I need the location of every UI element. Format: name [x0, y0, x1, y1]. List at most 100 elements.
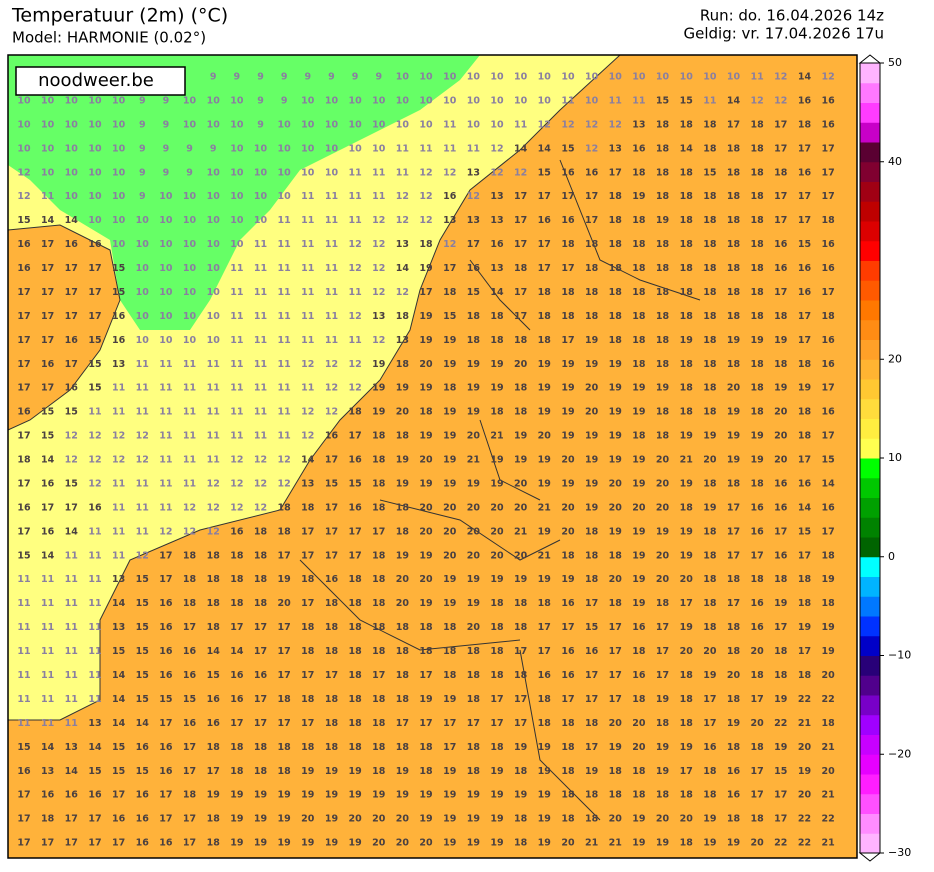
grid-value: 17: [561, 335, 574, 346]
grid-value: 19: [443, 478, 456, 489]
grid-value: 22: [821, 694, 834, 705]
grid-value: 17: [88, 311, 101, 322]
colorbar-step: [860, 142, 880, 163]
grid-value: 18: [632, 646, 646, 657]
grid-value: 19: [632, 383, 645, 394]
grid-value: 18: [703, 359, 717, 370]
grid-value: 19: [656, 766, 669, 777]
grid-value: 17: [538, 646, 551, 657]
grid-value: 18: [680, 191, 694, 202]
grid-value: 11: [65, 574, 78, 585]
grid-value: 10: [41, 167, 55, 178]
grid-value: 19: [278, 574, 291, 585]
grid-value: 18: [609, 215, 623, 226]
grid-value: 12: [348, 311, 361, 322]
grid-value: 11: [301, 335, 314, 346]
grid-value: 21: [490, 431, 503, 442]
grid-value: 18: [561, 742, 575, 753]
grid-value: 19: [490, 814, 503, 825]
grid-value: 19: [467, 574, 480, 585]
grid-value: 16: [17, 407, 31, 418]
grid-value: 11: [183, 407, 196, 418]
grid-value: 13: [112, 574, 125, 585]
grid-value: 17: [774, 287, 787, 298]
grid-value: 17: [538, 239, 551, 250]
grid-value: 17: [17, 790, 30, 801]
grid-value: 12: [301, 407, 314, 418]
grid-value: 17: [112, 838, 125, 849]
grid-value: 16: [703, 742, 717, 753]
grid-value: 19: [419, 694, 432, 705]
grid-value: 9: [257, 72, 264, 83]
grid-value: 18: [632, 694, 646, 705]
grid-value: 18: [751, 359, 765, 370]
grid-value: 19: [254, 814, 267, 825]
grid-value: 11: [41, 598, 54, 609]
grid-value: 16: [443, 191, 457, 202]
grid-value: 18: [751, 215, 765, 226]
grid-value: 13: [88, 718, 101, 729]
grid-value: 18: [41, 814, 55, 825]
grid-value: 18: [467, 311, 481, 322]
grid-value: 12: [372, 263, 385, 274]
grid-value: 16: [751, 622, 765, 633]
grid-value: 19: [680, 742, 693, 753]
grid-value: 19: [301, 838, 314, 849]
grid-value: 10: [538, 95, 552, 106]
grid-value: 18: [609, 550, 623, 561]
grid-value: 11: [88, 574, 101, 585]
grid-value: 18: [680, 263, 694, 274]
grid-value: 12: [112, 455, 125, 466]
colorbar-step: [860, 714, 880, 735]
grid-value: 11: [207, 359, 220, 370]
grid-value: 20: [348, 814, 362, 825]
grid-value: 14: [112, 718, 126, 729]
grid-value: 18: [561, 311, 575, 322]
colorbar-label: 50: [888, 56, 902, 69]
grid-value: 14: [65, 766, 79, 777]
grid-value: 18: [727, 574, 741, 585]
grid-value: 19: [443, 790, 456, 801]
grid-value: 20: [490, 526, 504, 537]
grid-value: 18: [396, 526, 410, 537]
grid-value: 10: [254, 215, 268, 226]
grid-value: 20: [561, 502, 575, 513]
grid-value: 14: [65, 526, 79, 537]
grid-value: 17: [88, 263, 101, 274]
grid-value: 19: [561, 574, 574, 585]
grid-value: 18: [538, 598, 552, 609]
grid-value: 17: [443, 718, 456, 729]
grid-value: 17: [514, 694, 527, 705]
grid-value: 17: [183, 838, 196, 849]
grid-value: 16: [632, 143, 646, 154]
colorbar-label: 20: [888, 352, 902, 365]
grid-value: 15: [65, 478, 78, 489]
grid-value: 10: [419, 95, 433, 106]
grid-value: 21: [821, 742, 834, 753]
grid-value: 19: [443, 574, 456, 585]
grid-value: 15: [703, 167, 716, 178]
grid-value: 16: [774, 478, 788, 489]
grid-value: 18: [538, 287, 552, 298]
grid-value: 17: [585, 694, 598, 705]
grid-value: 11: [159, 502, 172, 513]
grid-value: 18: [609, 239, 623, 250]
grid-value: 10: [490, 72, 504, 83]
grid-value: 10: [254, 143, 268, 154]
grid-value: 19: [561, 359, 574, 370]
grid-value: 19: [278, 814, 291, 825]
grid-value: 20: [751, 718, 765, 729]
grid-value: 9: [375, 72, 382, 83]
map-frame: [7, 54, 858, 859]
grid-value: 14: [41, 455, 55, 466]
grid-value: 19: [774, 742, 787, 753]
grid-value: 17: [774, 143, 787, 154]
grid-value: 10: [17, 143, 31, 154]
grid-value: 10: [514, 72, 528, 83]
grid-value: 18: [183, 790, 197, 801]
grid-value: 19: [632, 550, 645, 561]
grid-value: 20: [372, 838, 386, 849]
grid-value: 18: [585, 790, 599, 801]
grid-value: 10: [136, 215, 150, 226]
grid-value: 11: [41, 622, 54, 633]
